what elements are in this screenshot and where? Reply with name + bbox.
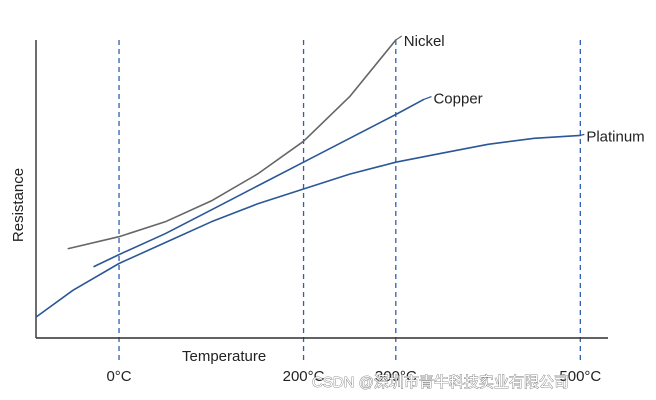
x-tick-label-500: 500°C	[559, 368, 601, 385]
reference-lines	[118, 40, 581, 361]
series-label-leader-copper	[423, 96, 432, 101]
series-label-leader-platinum	[580, 133, 585, 136]
series-group	[35, 39, 582, 318]
x-tick-labels: 0°C 200°C 300°C 500°C	[106, 368, 601, 385]
series-label-copper: Copper	[433, 91, 482, 108]
x-tick-label-300: 300°C	[375, 368, 417, 385]
watermark: CSDN @深圳市青牛科技实业有限公司	[312, 374, 569, 391]
series-label-platinum: Platinum	[586, 128, 644, 145]
x-axis-label: Temperature	[182, 348, 266, 365]
series-label-leader-nickel	[395, 35, 403, 41]
series-labels: Nickel Copper Platinum	[404, 33, 645, 145]
series-line-copper	[93, 98, 425, 268]
series-label-leaders	[395, 35, 585, 136]
y-axis-label: Resistance	[10, 168, 27, 242]
series-line-nickel	[67, 39, 397, 250]
series-line-platinum	[35, 134, 582, 318]
x-tick-label-0: 0°C	[106, 368, 131, 385]
series-label-nickel: Nickel	[404, 33, 445, 50]
x-tick-label-200: 200°C	[283, 368, 325, 385]
